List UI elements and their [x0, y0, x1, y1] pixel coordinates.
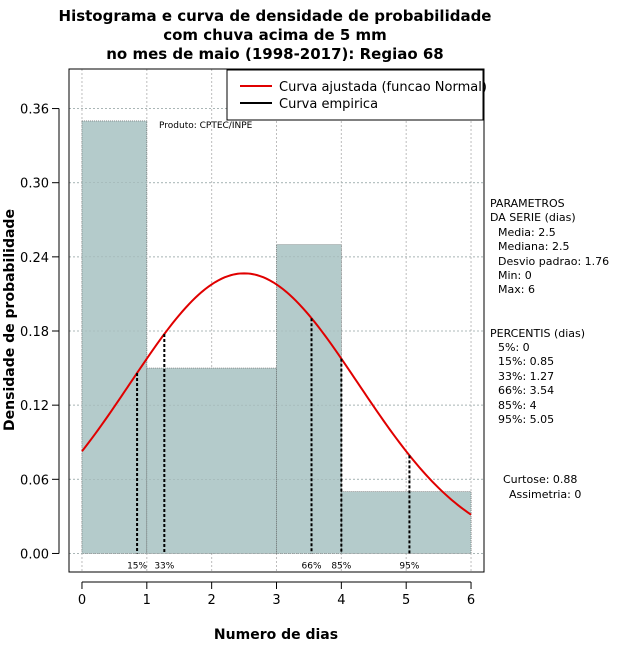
y-tick-label-5: 0.30 — [20, 177, 49, 192]
param-min: Min: 0 — [498, 269, 532, 282]
x-tick-label-3: 3 — [272, 593, 280, 608]
x-tick-label-2: 2 — [208, 593, 216, 608]
y-tick-label-1: 0.06 — [20, 473, 49, 488]
percentil-33: 33%: 1.27 — [498, 370, 554, 383]
x-tick-label-1: 1 — [143, 593, 151, 608]
axes: 0.00 0.06 0.12 0.18 0.24 0.30 0.36 0 1 2 3 4 5 6 — [20, 103, 475, 608]
chart-title-line-1: Histograma e curva de densidade de proba… — [59, 7, 492, 25]
chart-title-line-2: com chuva acima de 5 mm — [163, 26, 387, 44]
percentil-66: 66%: 3.54 — [498, 384, 554, 397]
percentil-95: 95%: 5.05 — [498, 413, 554, 426]
legend: Curva ajustada (funcao Normal) Curva emp… — [226, 69, 487, 121]
y-tick-label-6: 0.36 — [20, 103, 49, 118]
param-max: Max: 6 — [498, 283, 535, 296]
assimetria-value: Assimetria: 0 — [509, 488, 581, 501]
params-header-1: PARAMETROS — [490, 197, 565, 210]
histogram-bars — [69, 108, 484, 554]
histogram-bar-3 — [341, 491, 472, 554]
y-tick-label-4: 0.24 — [20, 251, 49, 266]
normal-curve-layer — [81, 272, 472, 516]
percentile-label-15: 15% — [127, 561, 147, 571]
y-axis-title: Densidade de probabilidade — [2, 209, 18, 431]
y-tick-label-2: 0.12 — [20, 399, 49, 414]
histogram-bar-0 — [81, 120, 148, 554]
x-tick-label-6: 6 — [467, 593, 475, 608]
x-tick-label-5: 5 — [402, 593, 410, 608]
percentil-15: 15%: 0.85 — [498, 355, 554, 368]
chart-title-line-3: no mes de maio (1998-2017): Regiao 68 — [106, 45, 444, 63]
percentis-header: PERCENTIS (dias) — [490, 327, 585, 340]
percentile-markers: 15% 33% 66% 85% 95% — [127, 318, 420, 571]
histogram-bar-1 — [146, 367, 277, 554]
side-panel: PARAMETROS DA SERIE (dias) Media: 2.5 Me… — [490, 197, 609, 501]
y-tick-label-3: 0.18 — [20, 325, 49, 340]
product-annotation: Produto: CPTEC/INPE — [159, 121, 253, 131]
legend-box — [226, 69, 484, 121]
histogram-bar-2 — [276, 244, 342, 554]
param-desvio: Desvio padrao: 1.76 — [498, 255, 609, 268]
percentile-label-95: 95% — [399, 561, 419, 571]
percentile-label-33: 33% — [154, 561, 174, 571]
normal-fit-curve — [81, 272, 472, 516]
percentil-5: 5%: 0 — [498, 341, 530, 354]
percentile-label-85: 85% — [331, 561, 351, 571]
param-mediana: Mediana: 2.5 — [498, 240, 569, 253]
x-axis-title: Numero de dias — [214, 627, 338, 643]
legend-label-empirical: Curva empirica — [279, 97, 378, 112]
percentil-85: 85%: 4 — [498, 399, 537, 412]
percentile-label-66: 66% — [302, 561, 322, 571]
params-header-2: DA SERIE (dias) — [490, 211, 576, 224]
y-tick-label-0: 0.00 — [20, 547, 49, 562]
x-tick-label-4: 4 — [337, 593, 345, 608]
legend-label-normal: Curva ajustada (funcao Normal) — [279, 80, 487, 95]
curtose-value: Curtose: 0.88 — [503, 473, 577, 486]
plot-frame — [68, 68, 485, 573]
param-media: Media: 2.5 — [498, 226, 556, 239]
x-tick-label-0: 0 — [78, 593, 86, 608]
